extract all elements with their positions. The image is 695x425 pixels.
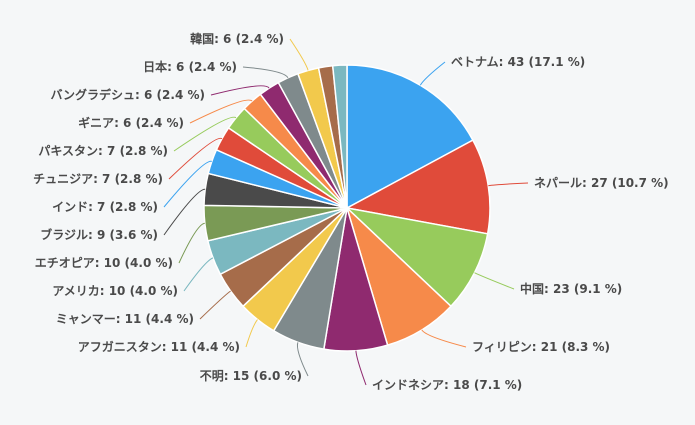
leader-line xyxy=(289,38,309,71)
leader-line xyxy=(189,99,253,124)
slice-label: アメリカ: 10 (4.0 %) xyxy=(52,284,178,298)
leader-line xyxy=(355,350,367,386)
pie-slice[interactable] xyxy=(344,139,491,235)
slice-label: インドネシア: 18 (7.1 %) xyxy=(372,378,522,392)
slice-label: フィリピン: 21 (8.3 %) xyxy=(472,340,610,354)
slice-label: チュニジア: 7 (2.8 %) xyxy=(33,172,163,186)
slice-labels: ベトナム: 43 (17.1 %) ネパール: 27 (10.7 %) 中国: 23… xyxy=(33,31,669,392)
pie-slices xyxy=(203,64,491,352)
leader-line xyxy=(168,137,223,180)
leader-line xyxy=(419,61,446,86)
leader-lines xyxy=(163,38,529,386)
leader-line xyxy=(163,160,212,208)
pie-slice[interactable] xyxy=(344,206,489,308)
pie-slice[interactable] xyxy=(331,64,348,209)
leader-line xyxy=(163,188,206,236)
slice-label: 不明: 15 (6.0 %) xyxy=(200,369,302,383)
leader-line xyxy=(474,272,515,290)
leader-line xyxy=(421,329,467,348)
leader-line xyxy=(199,290,231,320)
slice-label: ギニア: 6 (2.4 %) xyxy=(78,115,184,130)
leader-line xyxy=(178,222,205,264)
leader-line xyxy=(183,257,214,292)
slice-label: ブラジル: 9 (3.6 %) xyxy=(40,227,158,242)
leader-line xyxy=(245,319,258,348)
slice-label: バングラデシュ: 6 (2.4 %) xyxy=(50,87,205,102)
slice-label: エチオピア: 10 (4.0 %) xyxy=(35,256,173,270)
pie-slice[interactable] xyxy=(346,64,474,210)
leader-line xyxy=(210,85,270,96)
slice-label: ミャンマー: 11 (4.4 %) xyxy=(56,312,194,326)
leader-line xyxy=(242,66,289,79)
slice-label: パキスタン: 7 (2.8 %) xyxy=(38,144,168,158)
slice-label: 韓国: 6 (2.4 %) xyxy=(190,31,284,46)
slice-label: 中国: 23 (9.1 %) xyxy=(520,281,622,296)
slice-label: 日本: 6 (2.4 %) xyxy=(143,59,237,74)
leader-line xyxy=(296,342,309,377)
leader-line xyxy=(173,116,237,152)
slice-label: ベトナム: 43 (17.1 %) xyxy=(451,55,585,69)
slice-label: インド: 7 (2.8 %) xyxy=(52,200,158,214)
slice-label: ネパール: 27 (10.7 %) xyxy=(534,176,669,190)
slice-label: アフガニスタン: 11 (4.4 %) xyxy=(78,339,240,354)
leader-line xyxy=(488,182,529,187)
